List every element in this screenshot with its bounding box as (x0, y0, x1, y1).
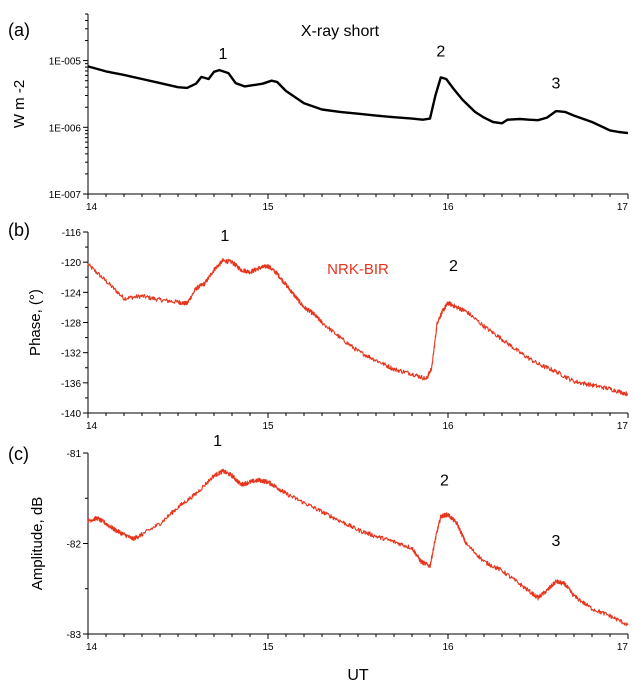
y-tick-label: -140 (61, 409, 81, 420)
y-tick-label: 1E-007 (49, 190, 82, 201)
event-marker-label: 1 (219, 46, 228, 63)
y-tick-label: -128 (61, 319, 81, 330)
y-tick-label: -116 (62, 228, 82, 239)
x-tick-label: 14 (86, 202, 98, 213)
x-tick-label: 16 (442, 421, 454, 432)
x-tick-label: 14 (86, 421, 98, 432)
series-line (87, 65, 629, 135)
x-tick-label: 15 (262, 202, 274, 213)
y-axis-label: Phase, (°) (27, 289, 44, 356)
x-axis-label: UT (347, 667, 369, 684)
event-marker-label: 2 (440, 473, 449, 490)
panel-b: 14 15 16 17 -116 -120 -124 -128 -132 -136 -140 (b) P… (8, 220, 629, 432)
x-tick-label: 14 (86, 642, 98, 653)
x-tick-label: 17 (617, 202, 629, 213)
y-axis-label: W m -2 (11, 80, 28, 128)
event-marker-label: 1 (220, 228, 229, 245)
y-tick-label: -132 (61, 349, 81, 360)
x-tick-label: 15 (262, 642, 274, 653)
panel-label: (c) (8, 444, 29, 464)
x-tick-label: 16 (442, 202, 454, 213)
y-axis-label: Amplitude, dB (29, 497, 46, 590)
y-tick-label: -120 (61, 258, 81, 269)
x-tick-label: 17 (617, 642, 629, 653)
chart-title: X-ray short (301, 23, 380, 40)
y-tick-label: -82 (67, 540, 82, 551)
event-marker-label: 2 (449, 258, 458, 275)
panel-c: 14 15 16 17 -81 -82 -83 (c) Amplitude, dB UT 1 2 3 (8, 433, 629, 684)
event-marker-label: 1 (213, 433, 222, 450)
y-tick-label: 1E-005 (49, 57, 82, 68)
event-marker-label: 3 (552, 76, 561, 93)
event-marker-label: 2 (436, 44, 445, 61)
x-tick-label: 15 (262, 421, 274, 432)
panel-a: 14 15 16 17 1E-007 1E-006 1E-005 (a) W m -2 X-ray… (8, 13, 629, 213)
series-label: NRK-BIR (327, 261, 389, 278)
y-tick-label: -124 (61, 288, 81, 299)
panel-label: (a) (8, 20, 30, 40)
y-tick-label: -81 (67, 449, 82, 460)
series-line (87, 468, 629, 627)
x-tick-label: 16 (442, 642, 454, 653)
series-line (87, 258, 628, 397)
y-tick-label: -136 (61, 379, 81, 390)
event-marker-label: 3 (552, 533, 561, 550)
y-tick-label: -83 (67, 630, 82, 641)
panel-label: (b) (8, 220, 30, 240)
x-tick-label: 17 (617, 421, 629, 432)
y-tick-label: 1E-006 (49, 123, 82, 134)
